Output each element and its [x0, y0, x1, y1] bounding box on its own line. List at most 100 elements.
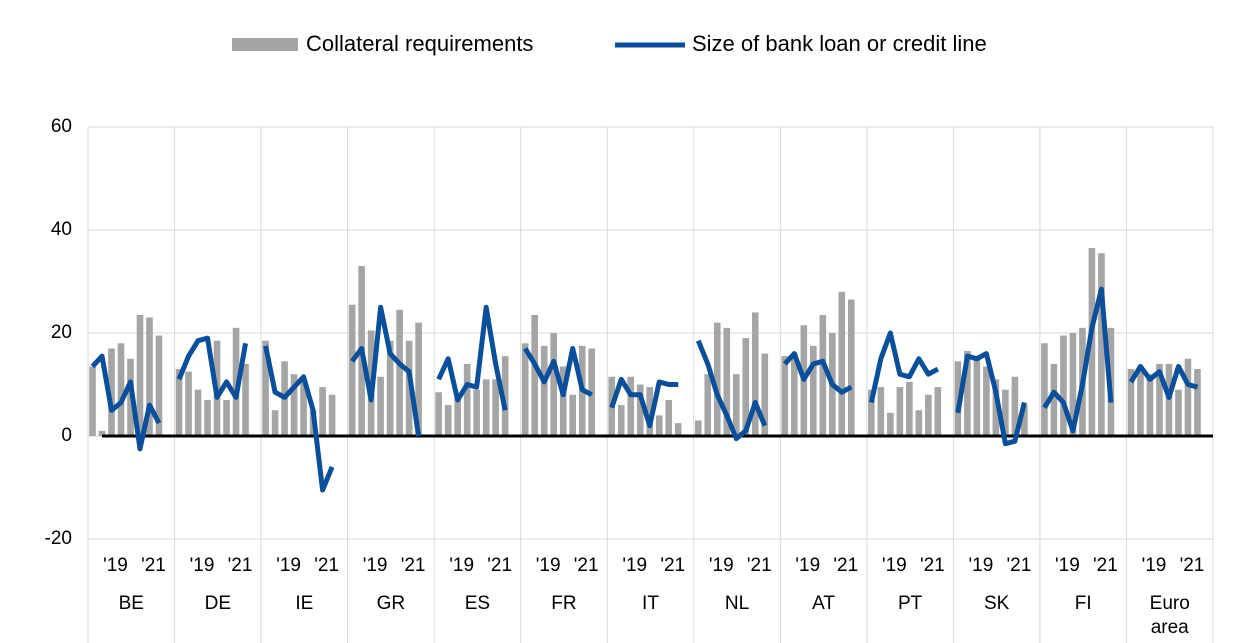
bar [396, 309, 403, 436]
x-tick-label: '21 [1007, 555, 1032, 576]
bar [290, 374, 298, 436]
bar [964, 351, 971, 436]
line [782, 351, 853, 395]
x-tick-label: '21 [141, 555, 166, 576]
bar [704, 374, 712, 436]
x-tick-label: '21 [574, 555, 599, 576]
bar [973, 356, 981, 436]
bar [1127, 369, 1135, 436]
bar [415, 322, 422, 436]
bar [868, 389, 875, 436]
bar [848, 299, 855, 436]
bar [569, 394, 576, 436]
bar [887, 412, 894, 436]
x-tick-label: '19 [1142, 555, 1167, 576]
bar [1021, 405, 1028, 436]
bar [896, 387, 904, 436]
line [609, 376, 679, 429]
bar [1041, 343, 1048, 436]
bar [877, 387, 885, 436]
bar [89, 366, 96, 436]
line [695, 339, 768, 442]
x-tick-label: '21 [1093, 555, 1118, 576]
y-tick-label: 60 [51, 116, 72, 137]
y-tick-label: 20 [51, 322, 72, 343]
bar [531, 314, 538, 436]
bar [435, 392, 442, 436]
bar [348, 304, 356, 436]
bar [550, 333, 557, 436]
bar [204, 399, 211, 436]
bar [761, 353, 769, 436]
group-label: FI [1074, 593, 1092, 614]
bar [934, 387, 942, 436]
bar [1175, 389, 1182, 436]
bar [194, 389, 202, 436]
bar [732, 374, 740, 436]
line [263, 345, 335, 493]
bar [1156, 363, 1163, 436]
bar [636, 384, 644, 436]
y-tick-label: 40 [51, 219, 72, 240]
bar [992, 379, 1000, 436]
bar [386, 340, 394, 436]
bar [617, 405, 625, 436]
group-label: FR [551, 593, 577, 614]
bar [742, 338, 750, 436]
x-tick-label: '21 [920, 555, 945, 576]
bar [810, 345, 817, 436]
group-label: SK [983, 593, 1010, 614]
group-label: GR [376, 593, 406, 614]
x-tick-label: '19 [449, 555, 474, 576]
bar [1184, 358, 1192, 436]
bar [155, 335, 163, 436]
x-tick-label: '21 [401, 555, 426, 576]
group-label: ES [464, 593, 491, 614]
bar [1060, 335, 1067, 436]
bar [1146, 374, 1154, 436]
bar [175, 369, 183, 436]
bar [915, 410, 923, 436]
x-tick-label: '19 [795, 555, 820, 576]
bar [328, 394, 336, 436]
x-tick-label: '19 [103, 555, 128, 576]
line [868, 330, 940, 404]
bar [665, 399, 673, 436]
x-tick-label: '19 [190, 555, 215, 576]
bar [473, 389, 480, 436]
x-tick-label: '21 [833, 555, 858, 576]
bar [1011, 376, 1019, 436]
line [350, 304, 422, 437]
bar [146, 317, 153, 436]
bar [444, 405, 452, 436]
group-label: Euro area [1149, 593, 1190, 638]
bar [377, 376, 384, 436]
bar [925, 394, 932, 436]
bar [454, 394, 461, 436]
group-label: AT [812, 593, 835, 614]
legend-swatch [232, 38, 298, 51]
bar [185, 371, 192, 436]
bar [1002, 389, 1009, 436]
bar [98, 430, 106, 436]
bar [751, 312, 759, 436]
group-label: PT [897, 593, 923, 614]
bar [781, 356, 789, 436]
bar [492, 379, 499, 436]
bar [838, 291, 846, 436]
bar [983, 366, 990, 436]
bar [136, 314, 144, 436]
bar [540, 345, 548, 436]
bar [1050, 363, 1058, 436]
legend-label: Collateral requirements [306, 31, 533, 56]
bar [694, 420, 702, 436]
bar [1069, 333, 1077, 436]
x-tick-label: '19 [363, 555, 388, 576]
x-tick-label: '19 [969, 555, 994, 576]
bar [262, 340, 269, 436]
x-tick-label: '19 [536, 555, 561, 576]
x-tick-label: '19 [622, 555, 647, 576]
y-tick-label: -20 [45, 528, 72, 549]
